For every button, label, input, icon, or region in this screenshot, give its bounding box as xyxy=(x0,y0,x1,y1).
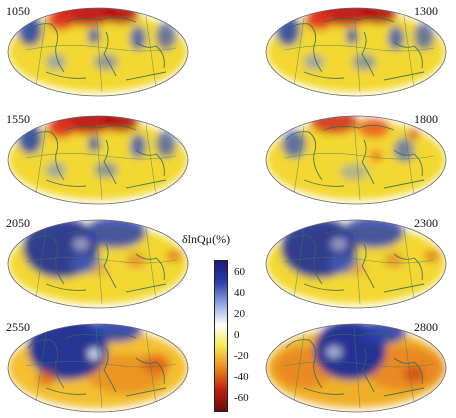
map-panel: 2550 xyxy=(6,318,191,413)
mollweide-map xyxy=(7,7,189,97)
depth-label: 2050 xyxy=(6,216,30,230)
depth-label: 1050 xyxy=(6,4,30,18)
depth-label: 1800 xyxy=(414,112,438,126)
colorbar-tick: -60 xyxy=(234,392,249,404)
colorbar-gradient xyxy=(214,260,228,412)
mollweide-map xyxy=(265,219,447,309)
mollweide-map xyxy=(265,7,447,97)
mollweide-map xyxy=(7,219,189,309)
map-panel: 2300 xyxy=(264,214,449,309)
colorbar-tick: -40 xyxy=(234,371,249,383)
depth-label: 2550 xyxy=(6,320,30,334)
colorbar-tick: 40 xyxy=(234,287,245,299)
map-panel: 1050 xyxy=(6,2,191,97)
map-panel: 2050 xyxy=(6,214,191,309)
colorbar-tick: 0 xyxy=(234,329,240,341)
map-panel: 1300 xyxy=(264,2,449,97)
depth-label: 1300 xyxy=(414,4,438,18)
colorbar-tick: -20 xyxy=(234,350,249,362)
colorbar-tick: 20 xyxy=(234,308,245,320)
colorbar-title: δlnQμ(%) xyxy=(182,232,231,246)
colorbar-tick: 60 xyxy=(234,266,245,278)
mollweide-map xyxy=(7,323,189,413)
mollweide-map xyxy=(7,115,189,205)
map-panel: 1800 xyxy=(264,110,449,205)
mollweide-map xyxy=(265,115,447,205)
depth-label: 1550 xyxy=(6,112,30,126)
map-panel: 1550 xyxy=(6,110,191,205)
mollweide-map xyxy=(265,323,447,413)
map-panel: 2800 xyxy=(264,318,449,413)
depth-label: 2800 xyxy=(414,320,438,334)
colorbar: δlnQμ(%) 60 40 20 0 -20 -40 -60 xyxy=(182,232,262,412)
depth-label: 2300 xyxy=(414,216,438,230)
